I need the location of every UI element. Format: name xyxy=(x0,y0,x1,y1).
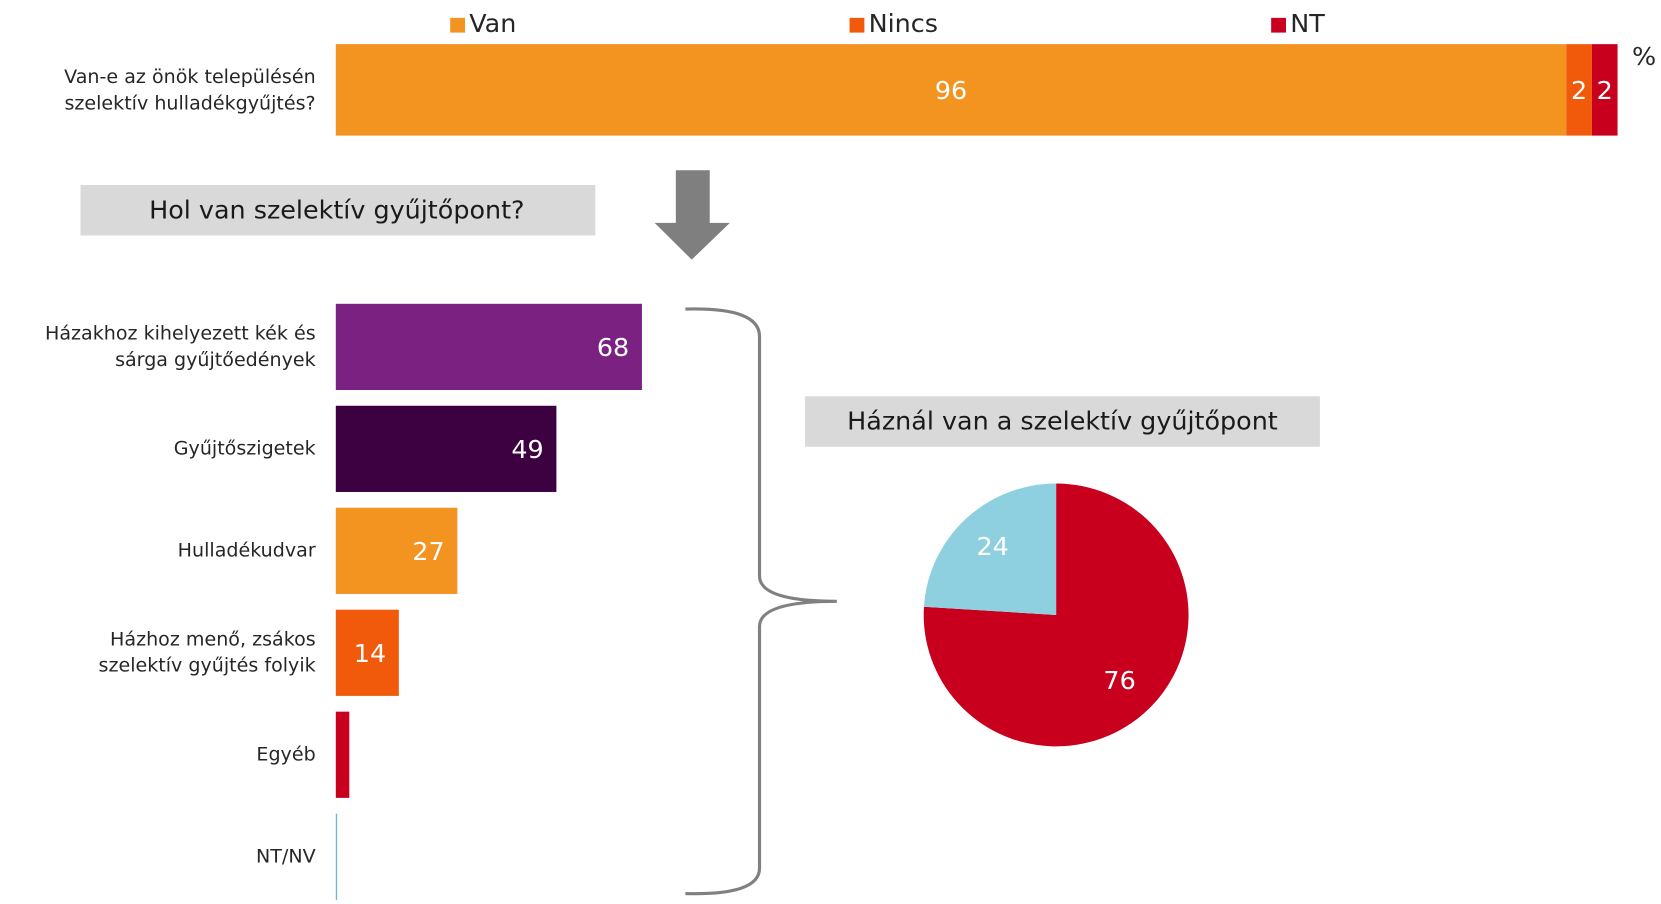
category-label: Hulladékudvar xyxy=(177,539,316,562)
legend-swatch xyxy=(1271,17,1286,33)
value-label: 68 xyxy=(597,332,629,362)
bar-segment xyxy=(335,44,1567,136)
pie-slice xyxy=(923,483,1057,615)
legend-label: NT xyxy=(1290,8,1325,38)
category-label: NT/NV xyxy=(256,845,316,868)
value-label: 49 xyxy=(511,434,543,464)
category-label: Házhoz menő, zsákos szelektív gyűjtés fo… xyxy=(98,628,316,677)
arrow xyxy=(654,170,730,260)
bar xyxy=(335,405,557,492)
value-label: 96 xyxy=(935,75,967,105)
category-label: Egyéb xyxy=(256,743,316,766)
bar xyxy=(335,711,350,798)
bar xyxy=(335,813,338,900)
value-label: 24 xyxy=(977,531,1009,561)
chart-title: Hol van szelektív gyűjtőpont? xyxy=(149,194,524,224)
legend-label: Nincs xyxy=(869,8,938,38)
value-label: 2 xyxy=(1571,75,1587,105)
bar xyxy=(335,609,399,696)
bar xyxy=(335,507,458,594)
value-label: 14 xyxy=(354,638,386,668)
title-box xyxy=(805,396,1320,447)
value-label: 76 xyxy=(1103,665,1135,695)
legend-swatch xyxy=(849,17,865,33)
pie-slice xyxy=(923,483,1189,747)
legend-swatch xyxy=(450,17,466,33)
category-label: Házakhoz kihelyezett kék és sárga gyűjtő… xyxy=(45,322,316,372)
bar-segment xyxy=(1566,44,1592,136)
title-box xyxy=(80,185,596,236)
bar xyxy=(335,303,642,390)
value-label: 27 xyxy=(412,536,444,566)
bar-segment xyxy=(1591,44,1618,136)
category-label: Van-e az önök településén szelektív hull… xyxy=(64,65,316,115)
category-label: Gyűjtőszigetek xyxy=(173,437,316,460)
legend-label: Van xyxy=(469,8,516,38)
brace xyxy=(685,307,837,896)
value-label: 2 xyxy=(1597,75,1613,105)
chart-title: Háznál van a szelektív gyűjtőpont xyxy=(847,406,1278,436)
unit-label: % xyxy=(1632,41,1656,71)
